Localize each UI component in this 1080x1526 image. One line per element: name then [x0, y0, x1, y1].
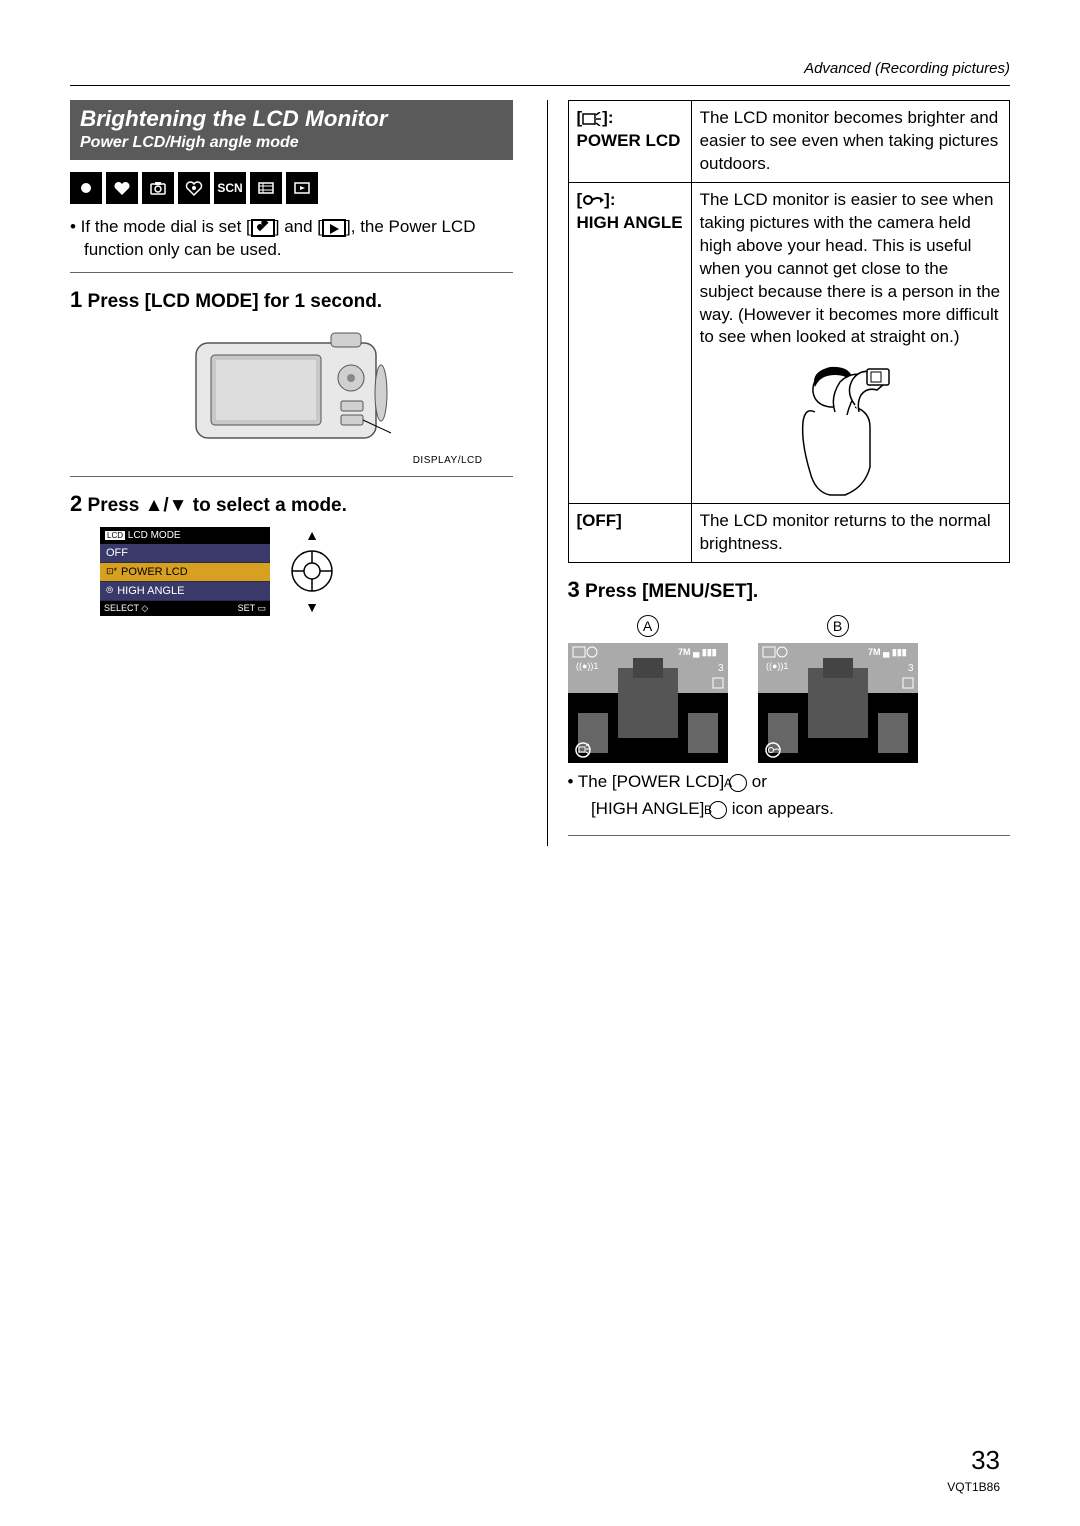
power-lcd-desc: The LCD monitor becomes brighter and eas…	[691, 101, 1009, 183]
mode-icon	[178, 172, 210, 204]
step-2-text: Press ▲/▼ to select a mode.	[88, 495, 347, 516]
play-icon	[322, 219, 346, 237]
table-row: []: HIGH ANGLE The LCD monitor is easier…	[568, 182, 1010, 504]
step-1-num: 1	[70, 287, 82, 312]
mode-description-table: []: POWER LCD The LCD monitor becomes br…	[568, 100, 1011, 563]
mode-icon: SCN	[214, 172, 246, 204]
breadcrumb: Advanced (Recording pictures)	[70, 60, 1010, 77]
mode-icon	[142, 172, 174, 204]
high-angle-illustration	[785, 357, 915, 497]
step-3-heading: 3 Press [MENU/SET].	[568, 577, 1011, 603]
result-b: B 7M ▄ ▮▮▮ ((●))1 3	[758, 615, 918, 763]
high-angle-icon-label: []:	[577, 189, 683, 212]
mode-dial-icons: SCN	[70, 172, 513, 204]
result-caption: • The [POWER LCD] A or [HIGH ANGLE] B ic…	[568, 771, 1011, 825]
step-2-heading: 2 Press ▲/▼ to select a mode.	[70, 491, 513, 517]
preview-a-image: 7M ▄ ▮▮▮ ((●))1 3	[568, 643, 728, 763]
title-box: Brightening the LCD Monitor Power LCD/Hi…	[70, 100, 513, 160]
svg-text:3: 3	[908, 663, 914, 674]
step-2-num: 2	[70, 491, 82, 516]
label-a: A	[637, 615, 659, 637]
preview-b-image: 7M ▄ ▮▮▮ ((●))1 3	[758, 643, 918, 763]
power-lcd-icon-label: []:	[577, 107, 683, 130]
menu-item-off[interactable]: OFF	[100, 544, 270, 563]
title-sub: Power LCD/High angle mode	[80, 134, 503, 152]
dpad-hint: ▲ ▼	[290, 527, 334, 615]
svg-text:3: 3	[718, 663, 724, 674]
svg-text:7M ▄ ▮▮▮: 7M ▄ ▮▮▮	[868, 647, 907, 658]
page-number: 33	[971, 1445, 1000, 1476]
menu-item-power-lcd[interactable]: ⊡*POWER LCD	[100, 563, 270, 582]
label-b: B	[827, 615, 849, 637]
table-row: []: POWER LCD The LCD monitor becomes br…	[568, 101, 1010, 183]
svg-text:((●))1: ((●))1	[766, 661, 788, 671]
document-code: VQT1B86	[947, 1480, 1000, 1494]
high-angle-desc: The LCD monitor is easier to see when ta…	[700, 190, 1001, 347]
off-name: [OFF]	[568, 504, 691, 563]
svg-text:((●))1: ((●))1	[576, 661, 598, 671]
high-angle-name: HIGH ANGLE	[577, 212, 683, 235]
dpad-icon	[290, 549, 334, 593]
camera-illustration	[70, 323, 513, 453]
off-desc: The LCD monitor returns to the normal br…	[691, 504, 1009, 563]
result-a: A 7M ▄ ▮▮▮ ((●))1 3	[568, 615, 728, 763]
mode-icon	[70, 172, 102, 204]
menu-header: LCD LCD MODE	[100, 527, 270, 544]
step-1-text: Press [LCD MODE] for 1 second.	[88, 291, 383, 312]
menu-footer: SELECT ◇ SET ▭	[100, 601, 270, 616]
down-arrow-icon: ▼	[305, 599, 319, 615]
lcd-mode-menu: LCD LCD MODE OFF ⊡*POWER LCD ⦾HIGH ANGLE…	[100, 527, 270, 616]
step-3-num: 3	[568, 577, 580, 602]
mode-icon	[286, 172, 318, 204]
svg-text:7M ▄ ▮▮▮: 7M ▄ ▮▮▮	[678, 647, 717, 658]
title-main: Brightening the LCD Monitor	[80, 106, 503, 132]
mode-icon	[250, 172, 282, 204]
step-3-text: Press [MENU/SET].	[585, 581, 758, 602]
heart-icon	[251, 219, 275, 237]
inline-label-a: A	[729, 774, 747, 792]
step-1-heading: 1 Press [LCD MODE] for 1 second.	[70, 287, 513, 313]
inline-label-b: B	[709, 801, 727, 819]
menu-item-high-angle[interactable]: ⦾HIGH ANGLE	[100, 582, 270, 601]
table-row: [OFF] The LCD monitor returns to the nor…	[568, 504, 1010, 563]
mode-icon	[106, 172, 138, 204]
top-divider	[70, 85, 1010, 86]
display-lcd-label: DISPLAY/LCD	[70, 455, 483, 466]
intro-note: • If the mode dial is set [] and [], the…	[70, 216, 513, 262]
up-arrow-icon: ▲	[305, 527, 319, 543]
power-lcd-name: POWER LCD	[577, 130, 683, 153]
